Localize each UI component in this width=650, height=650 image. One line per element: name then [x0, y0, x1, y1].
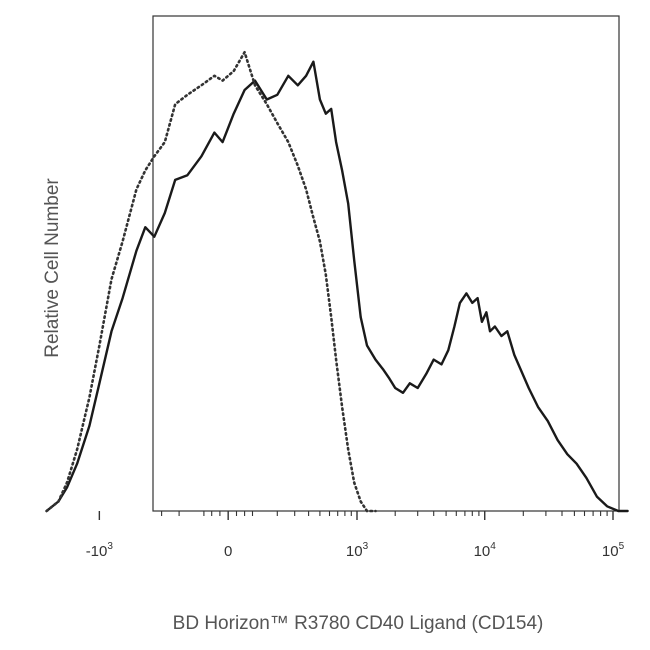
x-axis-label: BD Horizon™ R3780 CD40 Ligand (CD154): [173, 613, 544, 634]
x-tick-label-base: 10: [474, 543, 491, 560]
x-tick-label: 105: [602, 541, 625, 560]
x-tick-label-base: -10: [86, 543, 108, 560]
x-tick-label-exponent: 4: [490, 541, 496, 552]
x-tick-label-base: 10: [602, 543, 619, 560]
x-tick-label-base: 0: [224, 543, 232, 560]
x-tick-label: 0: [224, 543, 232, 560]
series-dotted-curve: [45, 50, 377, 513]
x-tick-label-exponent: 3: [107, 541, 113, 552]
series-solid-curve: [45, 60, 629, 513]
tick-labels: -103 0 103 104 105: [86, 541, 625, 560]
x-tick-label: 104: [474, 541, 497, 560]
x-tick-label-base: 10: [346, 543, 363, 560]
plot-frame: [152, 15, 620, 512]
x-tick-label-exponent: 3: [363, 541, 369, 552]
major-ticks: [98, 511, 614, 520]
minor-ticks: [161, 511, 608, 516]
x-tick-label-exponent: 5: [619, 541, 625, 552]
x-tick-label: -103: [86, 541, 114, 560]
x-tick-label: 103: [346, 541, 369, 560]
y-axis-label: Relative Cell Number: [42, 178, 63, 358]
